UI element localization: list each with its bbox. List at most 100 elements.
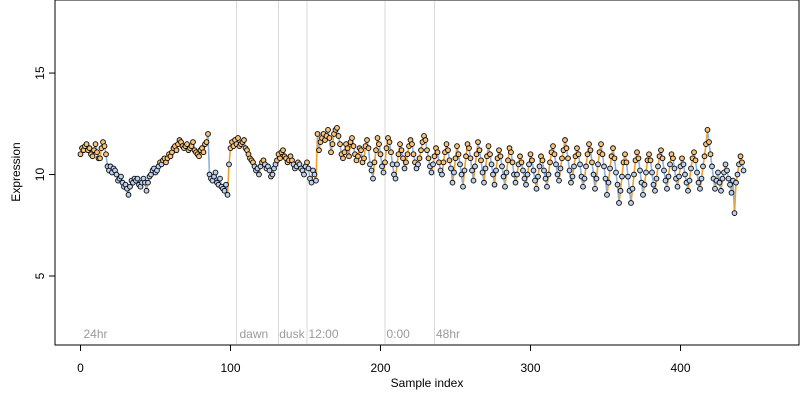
data-point <box>614 181 621 188</box>
data-point <box>650 181 657 188</box>
data-point <box>739 159 745 166</box>
data-point <box>341 149 348 156</box>
data-point <box>524 171 531 178</box>
data-point <box>101 143 108 149</box>
data-point <box>217 175 223 182</box>
data-point <box>485 143 492 149</box>
data-point <box>706 139 712 145</box>
data-point <box>280 147 286 154</box>
data-point <box>605 179 612 186</box>
data-point <box>535 173 541 180</box>
data-point <box>727 181 733 188</box>
data-point <box>127 183 133 190</box>
data-points <box>77 125 747 216</box>
data-point <box>493 167 499 174</box>
data-point <box>409 141 415 147</box>
data-point <box>625 173 631 180</box>
data-point <box>505 157 511 164</box>
data-point <box>377 151 384 158</box>
data-point <box>542 175 549 182</box>
data-point <box>599 151 606 158</box>
data-point <box>397 141 403 147</box>
data-point <box>503 169 510 176</box>
data-point <box>439 171 445 178</box>
data-point <box>430 161 436 168</box>
data-point <box>679 155 685 162</box>
data-point <box>86 145 93 151</box>
data-point <box>631 171 637 178</box>
data-point <box>205 131 211 137</box>
data-point <box>704 127 711 133</box>
data-point <box>224 191 231 198</box>
x-tick-label: 200 <box>370 361 390 375</box>
data-point <box>190 139 196 145</box>
data-point <box>335 133 342 139</box>
data-point <box>196 153 202 160</box>
data-point <box>652 187 658 194</box>
data-point <box>473 151 480 158</box>
data-point <box>398 147 405 154</box>
data-point <box>587 147 594 154</box>
data-point <box>344 145 351 151</box>
data-point <box>718 187 724 194</box>
data-point <box>97 155 103 162</box>
data-point <box>380 169 387 176</box>
data-point <box>235 135 241 141</box>
data-point <box>580 183 586 190</box>
data-point <box>434 149 441 156</box>
data-point <box>488 161 495 168</box>
data-point <box>518 159 525 166</box>
data-point <box>521 175 528 182</box>
data-point <box>394 161 400 168</box>
data-point <box>203 139 210 145</box>
data-point <box>446 157 453 164</box>
data-point <box>707 151 714 158</box>
data-point <box>490 171 496 178</box>
data-point <box>529 157 535 164</box>
data-point <box>655 163 661 170</box>
data-point <box>410 151 417 158</box>
data-point <box>584 151 591 158</box>
data-point <box>643 169 649 176</box>
data-point <box>476 147 483 154</box>
data-point <box>728 189 735 196</box>
data-point <box>424 147 430 154</box>
data-point <box>374 135 381 141</box>
data-point <box>491 181 498 188</box>
data-point <box>725 175 732 182</box>
data-point <box>392 175 399 182</box>
data-point <box>502 183 508 190</box>
data-point <box>569 173 576 180</box>
annotation-label-3: 12:00 <box>309 327 339 341</box>
data-point <box>431 153 438 160</box>
data-point <box>346 153 352 160</box>
data-point <box>557 165 564 172</box>
data-point <box>173 147 180 154</box>
data-point <box>364 137 370 143</box>
data-point <box>373 147 379 154</box>
data-point <box>395 151 402 158</box>
data-point <box>667 161 673 168</box>
data-point <box>400 155 406 162</box>
data-point <box>415 161 421 168</box>
data-point <box>647 157 654 164</box>
data-point <box>89 153 96 160</box>
data-point <box>646 151 652 158</box>
x-axis-title: Sample index <box>391 376 464 390</box>
data-point <box>601 163 607 170</box>
annotation-label-2: dusk <box>279 327 305 341</box>
data-point <box>451 169 457 176</box>
data-point <box>226 161 232 168</box>
data-point <box>550 143 556 149</box>
x-tick-label: 0 <box>77 361 84 375</box>
data-point <box>470 177 477 184</box>
data-point <box>460 183 466 190</box>
data-point <box>467 155 474 162</box>
data-point <box>607 165 613 172</box>
data-point <box>334 125 340 131</box>
data-point <box>613 169 619 176</box>
data-point <box>448 165 454 172</box>
data-point <box>422 137 429 143</box>
x-tick-label: 400 <box>670 361 690 375</box>
